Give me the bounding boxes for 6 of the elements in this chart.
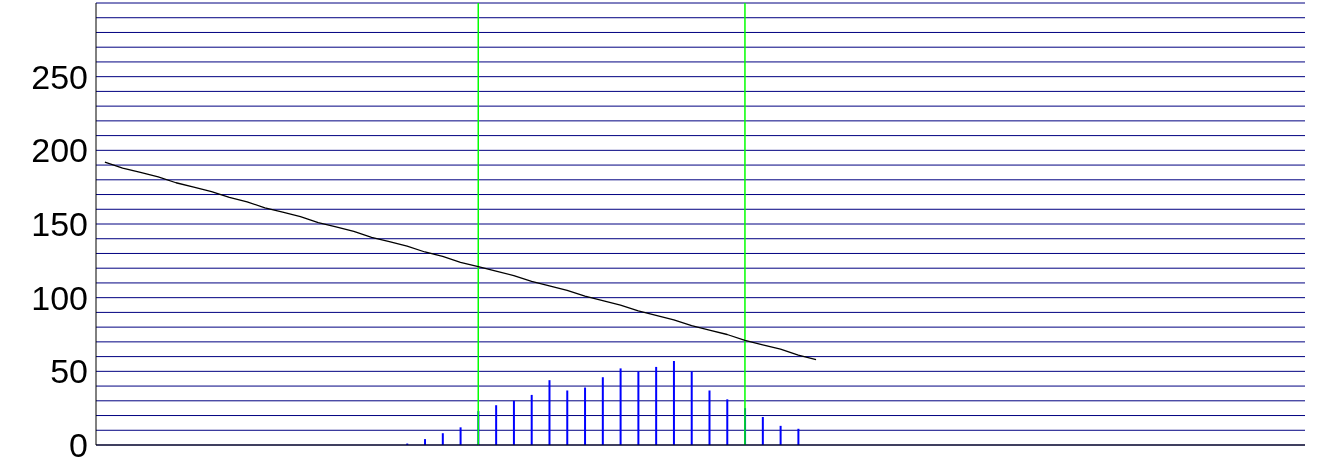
y-tick-label: 200 bbox=[31, 131, 88, 170]
y-tick-label: 250 bbox=[31, 57, 88, 96]
y-tick-label: 0 bbox=[69, 426, 88, 462]
y-tick-label: 50 bbox=[50, 352, 88, 391]
y-tick-label: 100 bbox=[31, 278, 88, 317]
y-tick-label: 150 bbox=[31, 205, 88, 244]
